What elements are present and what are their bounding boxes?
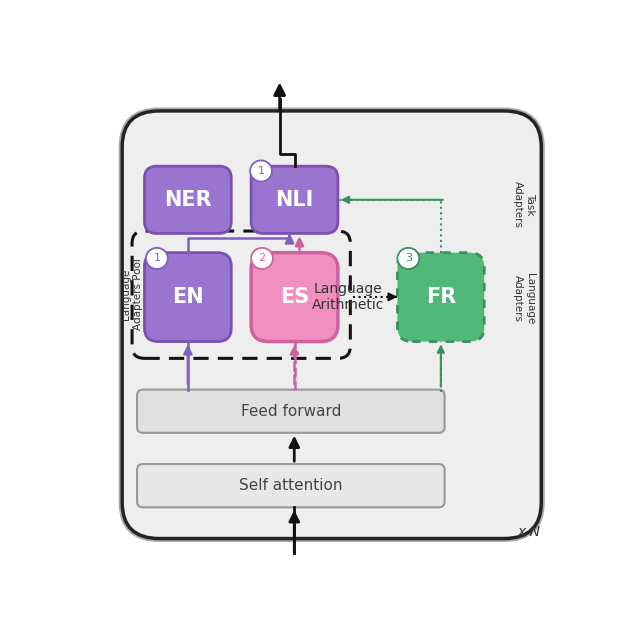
Circle shape: [146, 248, 168, 269]
Text: ES: ES: [280, 287, 309, 307]
Text: Language
Adapters Pool: Language Adapters Pool: [122, 258, 143, 330]
FancyBboxPatch shape: [145, 253, 231, 341]
Text: Task
Adapters: Task Adapters: [513, 181, 535, 228]
Text: FR: FR: [426, 287, 456, 307]
Text: Language
Arithmetic: Language Arithmetic: [312, 282, 384, 312]
Circle shape: [251, 248, 273, 269]
Text: NER: NER: [164, 190, 212, 210]
FancyBboxPatch shape: [251, 166, 338, 233]
FancyArrowPatch shape: [296, 239, 303, 250]
Circle shape: [250, 160, 272, 182]
FancyBboxPatch shape: [397, 253, 484, 341]
FancyArrowPatch shape: [286, 235, 293, 243]
Text: Language
Adapters: Language Adapters: [513, 273, 535, 324]
Text: Feed forward: Feed forward: [241, 404, 341, 419]
FancyArrowPatch shape: [438, 347, 444, 387]
FancyArrowPatch shape: [291, 347, 298, 384]
FancyArrowPatch shape: [343, 197, 443, 203]
FancyBboxPatch shape: [137, 464, 445, 507]
FancyArrowPatch shape: [290, 513, 299, 553]
FancyArrowPatch shape: [388, 293, 396, 300]
Circle shape: [397, 248, 419, 269]
Text: EN: EN: [172, 287, 204, 307]
Text: 2: 2: [259, 253, 266, 263]
FancyBboxPatch shape: [145, 166, 231, 233]
FancyBboxPatch shape: [251, 253, 338, 341]
Text: 1: 1: [257, 166, 264, 176]
Text: Self attention: Self attention: [239, 478, 342, 493]
FancyBboxPatch shape: [120, 109, 544, 541]
Text: x N: x N: [517, 525, 540, 539]
Text: NLI: NLI: [275, 190, 314, 210]
Text: 3: 3: [405, 253, 412, 263]
FancyArrowPatch shape: [184, 347, 191, 384]
FancyArrowPatch shape: [275, 85, 285, 110]
Text: 1: 1: [154, 253, 161, 263]
FancyBboxPatch shape: [137, 389, 445, 433]
FancyArrowPatch shape: [290, 439, 299, 461]
